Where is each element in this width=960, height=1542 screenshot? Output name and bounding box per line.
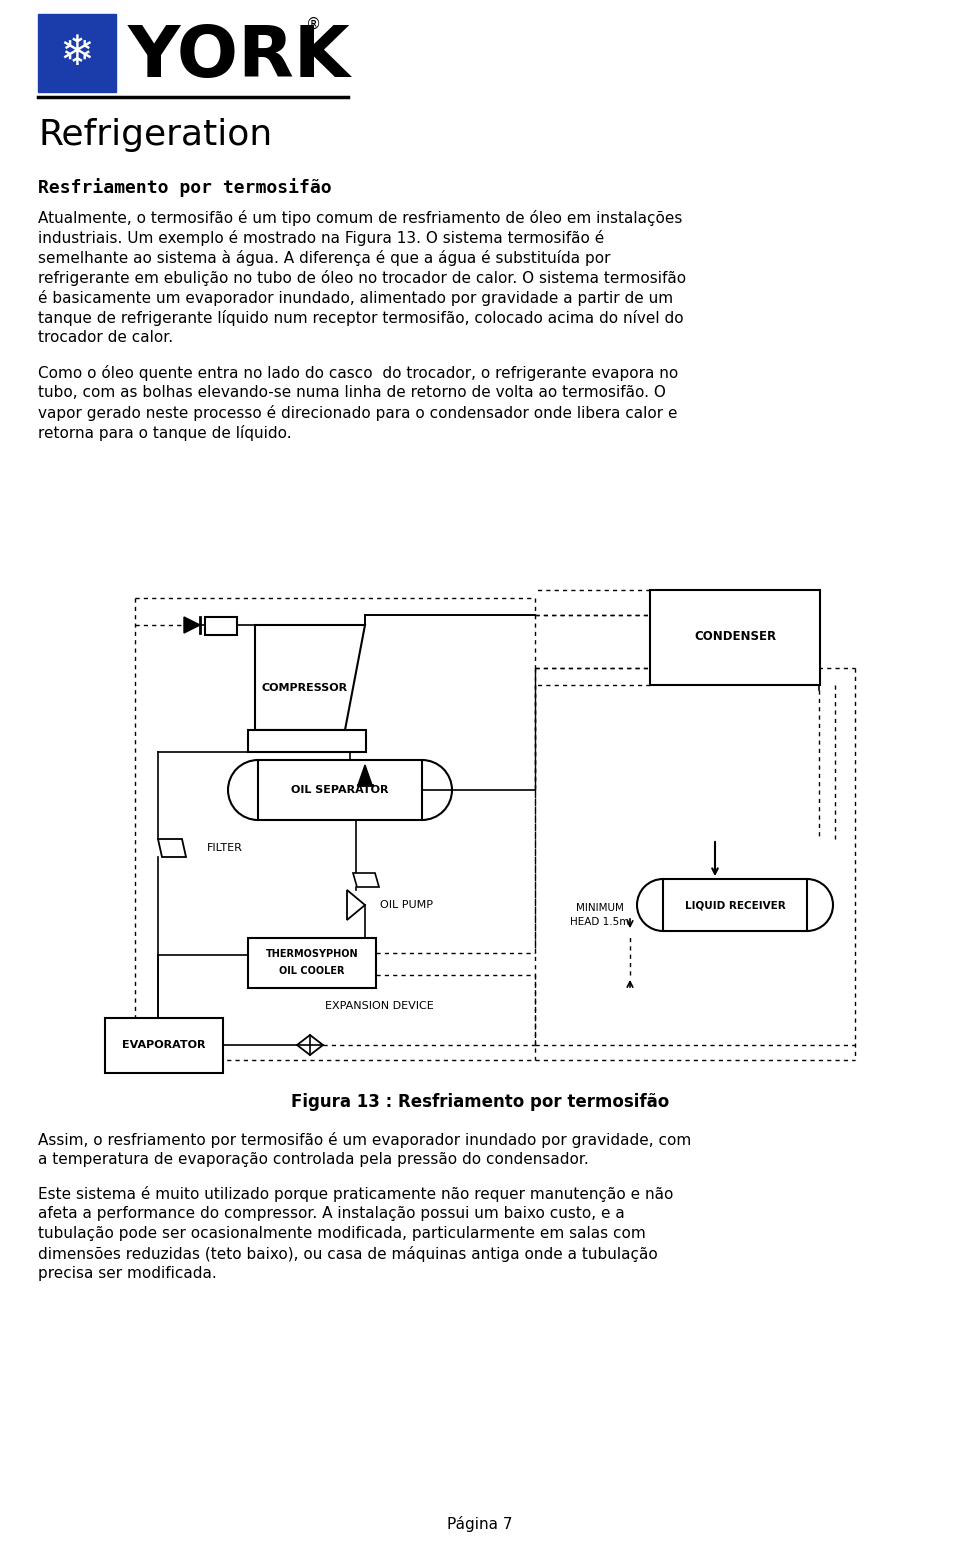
Text: OIL PUMP: OIL PUMP: [380, 901, 433, 910]
Text: dimensões reduzidas (teto baixo), ou casa de máquinas antiga onde a tubulação: dimensões reduzidas (teto baixo), ou cas…: [38, 1246, 658, 1261]
Text: Como o óleo quente entra no lado do casco  do trocador, o refrigerante evapora n: Como o óleo quente entra no lado do casc…: [38, 365, 679, 381]
Text: Este sistema é muito utilizado porque praticamente não requer manutenção e não: Este sistema é muito utilizado porque pr…: [38, 1186, 673, 1203]
Text: semelhante ao sistema à água. A diferença é que a água é substituída por: semelhante ao sistema à água. A diferenç…: [38, 250, 611, 267]
Bar: [258, 760, 422, 820]
Text: MINIMUM: MINIMUM: [576, 904, 624, 913]
Text: OIL SEPARATOR: OIL SEPARATOR: [291, 785, 389, 796]
Bar: [248, 729, 366, 752]
Text: THERMOSYPHON: THERMOSYPHON: [266, 948, 358, 959]
Text: COMPRESSOR: COMPRESSOR: [262, 683, 348, 692]
Text: tubo, com as bolhas elevando-se numa linha de retorno de volta ao termosifão. O: tubo, com as bolhas elevando-se numa lin…: [38, 386, 666, 399]
Text: Página 7: Página 7: [447, 1516, 513, 1533]
Text: trocador de calor.: trocador de calor.: [38, 330, 173, 345]
Polygon shape: [158, 839, 186, 857]
Text: ❄: ❄: [60, 32, 94, 74]
Bar: [650, 591, 820, 685]
Polygon shape: [358, 765, 372, 785]
Text: Resfriamento por termosifão: Resfriamento por termosifão: [38, 177, 331, 197]
Bar: [205, 617, 237, 635]
Text: afeta a performance do compressor. A instalação possui um baixo custo, e a: afeta a performance do compressor. A ins…: [38, 1206, 625, 1221]
Polygon shape: [353, 873, 379, 887]
Text: industriais. Um exemplo é mostrado na Figura 13. O sistema termosifão é: industriais. Um exemplo é mostrado na Fi…: [38, 230, 604, 247]
Text: EXPANSION DEVICE: EXPANSION DEVICE: [325, 1001, 434, 1012]
Text: Atualmente, o termosifão é um tipo comum de resfriamento de óleo em instalações: Atualmente, o termosifão é um tipo comum…: [38, 210, 683, 227]
Text: tubulação pode ser ocasionalmente modificada, particularmente em salas com: tubulação pode ser ocasionalmente modifi…: [38, 1226, 646, 1241]
Polygon shape: [297, 1035, 323, 1055]
Text: Assim, o resfriamento por termosifão é um evaporador inundado por gravidade, com: Assim, o resfriamento por termosifão é u…: [38, 1132, 691, 1147]
Bar: [38, 14, 116, 93]
Polygon shape: [347, 890, 365, 921]
Bar: [248, 938, 376, 988]
Polygon shape: [184, 617, 200, 634]
Bar: [663, 879, 807, 931]
Text: refrigerante em ebulição no tubo de óleo no trocador de calor. O sistema termosi: refrigerante em ebulição no tubo de óleo…: [38, 270, 686, 285]
Text: YORK: YORK: [128, 23, 350, 93]
Text: Refrigeration: Refrigeration: [38, 119, 273, 153]
Text: OIL COOLER: OIL COOLER: [279, 965, 345, 976]
Text: FILTER: FILTER: [207, 843, 243, 853]
Text: a temperatura de evaporação controlada pela pressão do condensador.: a temperatura de evaporação controlada p…: [38, 1152, 588, 1167]
Text: HEAD 1.5m: HEAD 1.5m: [570, 917, 630, 927]
Text: Figura 13 : Resfriamento por termosifão: Figura 13 : Resfriamento por termosifão: [291, 1093, 669, 1110]
Text: EVAPORATOR: EVAPORATOR: [122, 1039, 205, 1050]
Text: é basicamente um evaporador inundado, alimentado por gravidade a partir de um: é basicamente um evaporador inundado, al…: [38, 290, 673, 305]
Text: LIQUID RECEIVER: LIQUID RECEIVER: [684, 901, 785, 910]
Polygon shape: [255, 625, 365, 729]
Text: tanque de refrigerante líquido num receptor termosifão, colocado acima do nível : tanque de refrigerante líquido num recep…: [38, 310, 684, 325]
Text: vapor gerado neste processo é direcionado para o condensador onde libera calor e: vapor gerado neste processo é direcionad…: [38, 406, 678, 421]
Bar: [105, 1018, 223, 1073]
Text: retorna para o tanque de líquido.: retorna para o tanque de líquido.: [38, 426, 292, 441]
Text: precisa ser modificada.: precisa ser modificada.: [38, 1266, 217, 1281]
Text: CONDENSER: CONDENSER: [694, 631, 776, 643]
Text: ®: ®: [306, 17, 322, 31]
